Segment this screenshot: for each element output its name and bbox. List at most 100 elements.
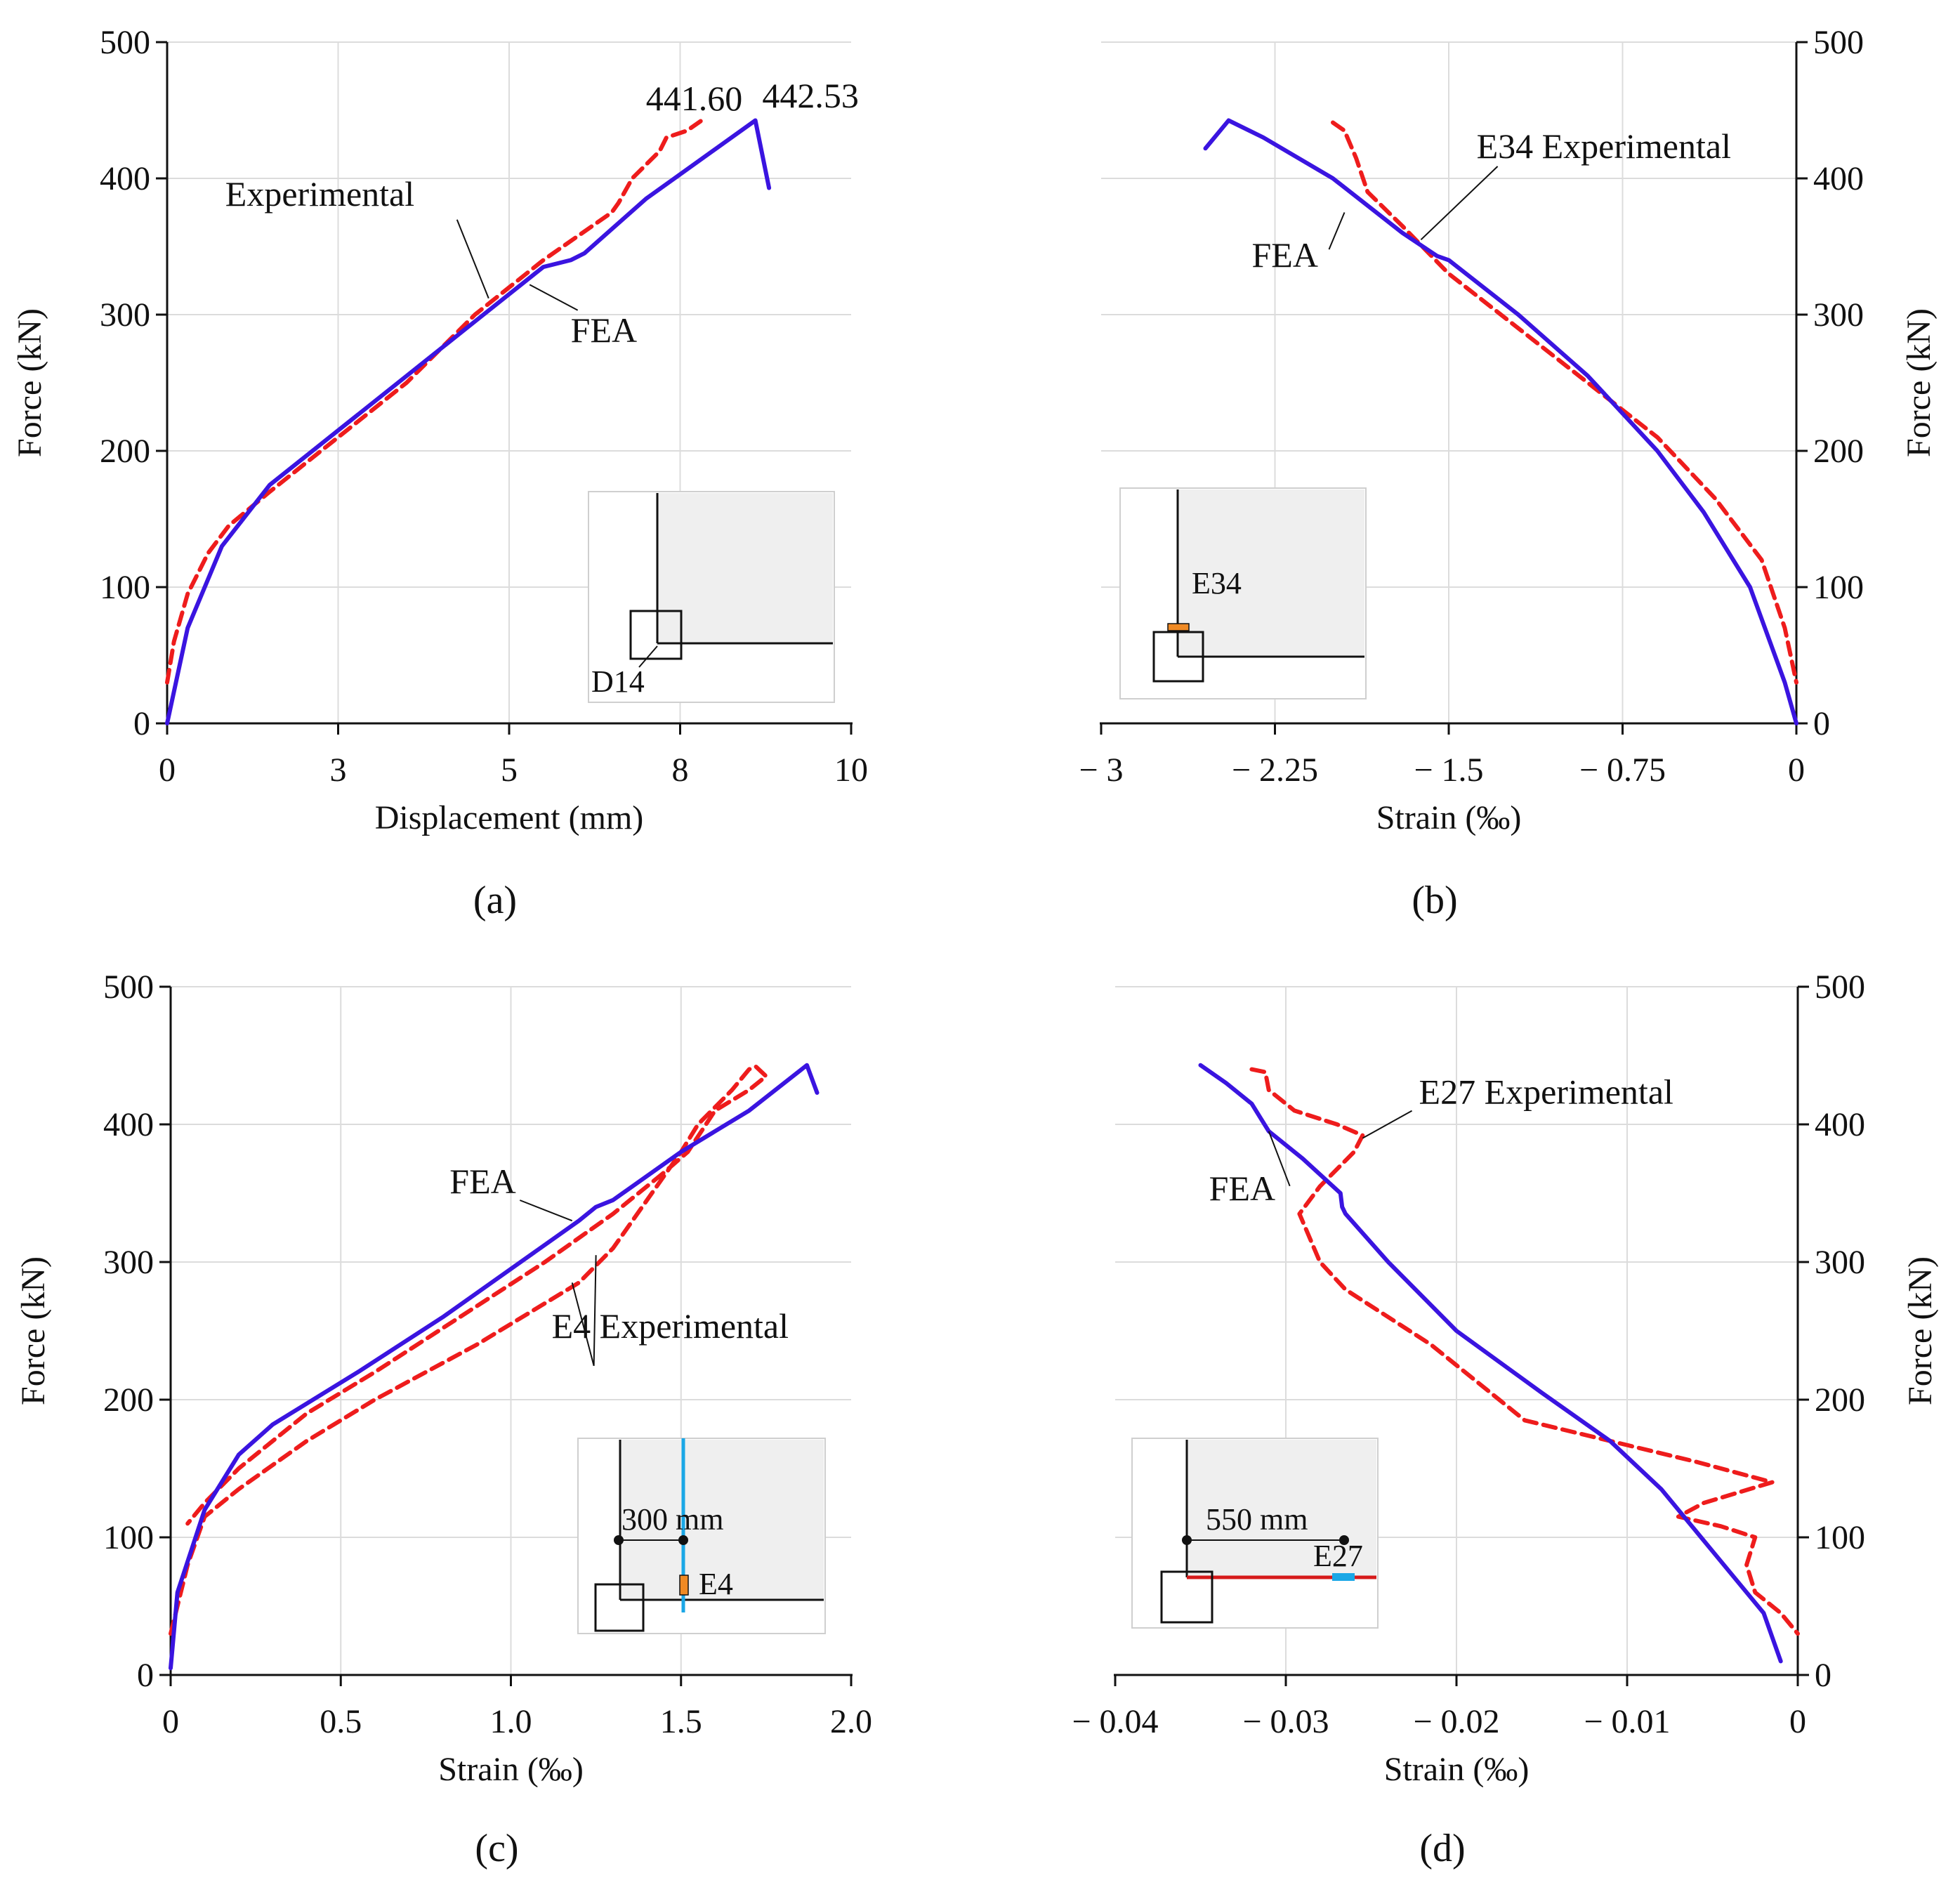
- annotation-leader: [593, 1255, 597, 1366]
- inset-schematic: D14: [588, 491, 835, 703]
- inset-dimension-dot: [678, 1535, 688, 1545]
- series-line-fea: [169, 1063, 820, 1671]
- x-tick-label: − 2.25: [1232, 751, 1318, 789]
- x-tick-label: 0.5: [320, 1703, 362, 1740]
- x-tick-label: 0: [1789, 1703, 1806, 1740]
- y-axis-title: Force (kN): [1902, 1256, 1939, 1405]
- inset-gauge-label: D14: [591, 664, 645, 699]
- y-tick-label: 300: [1813, 296, 1864, 334]
- y-tick-label: 500: [1815, 968, 1865, 1006]
- inset-gauge-label: E34: [1192, 566, 1242, 600]
- inset-schematic: 300 mm E4: [577, 1438, 826, 1634]
- inset-column: [629, 610, 683, 660]
- y-tick-label: 0: [1813, 705, 1830, 742]
- y-tick-label: 100: [100, 569, 150, 606]
- x-axis-title: Displacement (mm): [375, 799, 644, 836]
- inset-gauge-label: E4: [699, 1567, 733, 1601]
- x-tick-label: − 0.03: [1242, 1703, 1329, 1740]
- annotation-leader: [1328, 212, 1346, 250]
- annotation-label: FEA: [571, 310, 637, 350]
- inset-column: [594, 1583, 645, 1632]
- y-tick-label: 0: [137, 1657, 154, 1694]
- inset-leader: [638, 645, 658, 668]
- inset-slab: [1187, 1440, 1376, 1579]
- series-line-experimental: [1331, 120, 1798, 685]
- x-tick-label: 0: [159, 751, 176, 789]
- y-tick-label: 400: [103, 1106, 154, 1143]
- x-tick-label: − 0.75: [1579, 751, 1666, 789]
- y-axis-title: Force (kN): [1900, 308, 1938, 457]
- panel-label: (b): [1412, 879, 1457, 922]
- y-tick-label: 500: [1813, 24, 1864, 61]
- x-tick-label: − 3: [1079, 751, 1123, 789]
- x-tick-label: 0: [1788, 751, 1805, 789]
- inset-dimension-dot: [614, 1535, 624, 1545]
- annotation-label: 441.60: [646, 79, 743, 118]
- y-tick-label: 0: [1815, 1657, 1831, 1694]
- y-tick-label: 200: [1813, 433, 1864, 470]
- series-line-fea: [165, 118, 772, 725]
- y-tick-label: 100: [103, 1519, 154, 1556]
- inset-dimension-dot: [1339, 1535, 1349, 1545]
- series-line-experimental: [169, 1064, 768, 1636]
- y-tick-label: 200: [1815, 1381, 1865, 1419]
- inset-strain-gauge: [1332, 1573, 1355, 1581]
- y-tick-label: 300: [1815, 1244, 1865, 1281]
- annotation-leader: [529, 284, 579, 311]
- annotation-label: Experimental: [225, 174, 414, 213]
- inset-dimension-label: 550 mm: [1206, 1502, 1308, 1537]
- annotation-label: 442.53: [762, 76, 859, 115]
- annotation-leader: [1362, 1110, 1413, 1139]
- chart-panel-d: − 0.04 − 0.03 − 0.02 − 0.01 00 100 200 300 400 50…: [1072, 968, 1939, 1870]
- annotation-label: FEA: [1209, 1169, 1275, 1208]
- x-axis-title: Strain (‰): [1376, 799, 1522, 836]
- annotation-leader: [1420, 166, 1499, 241]
- inset-strain-gauge: [679, 1575, 689, 1596]
- annotation-leader: [1268, 1131, 1291, 1187]
- x-tick-label: 5: [501, 751, 518, 789]
- y-tick-label: 200: [103, 1381, 154, 1419]
- annotation-label: FEA: [1252, 235, 1318, 275]
- inset-slab: [1178, 489, 1364, 655]
- x-tick-label: 0: [162, 1703, 179, 1740]
- x-tick-label: 3: [330, 751, 347, 789]
- x-tick-label: 1.0: [490, 1703, 532, 1740]
- series-line-fea: [1198, 1063, 1783, 1664]
- y-tick-label: 400: [1813, 160, 1864, 197]
- panel-label: (d): [1419, 1827, 1465, 1870]
- y-tick-label: 400: [100, 160, 150, 197]
- y-tick-label: 100: [1815, 1519, 1865, 1556]
- y-tick-label: 100: [1813, 569, 1864, 606]
- x-tick-label: − 0.02: [1413, 1703, 1499, 1740]
- inset-schematic: E34: [1119, 487, 1367, 699]
- y-tick-label: 500: [103, 968, 154, 1006]
- y-tick-label: 400: [1815, 1106, 1865, 1143]
- x-tick-label: 10: [834, 751, 868, 789]
- x-axis-title: Strain (‰): [438, 1751, 584, 1788]
- x-tick-label: − 0.04: [1072, 1703, 1158, 1740]
- x-tick-label: − 0.01: [1584, 1703, 1670, 1740]
- inset-column: [1152, 631, 1204, 683]
- y-axis-title: Force (kN): [15, 1256, 52, 1405]
- y-tick-label: 200: [100, 433, 150, 470]
- y-tick-label: 300: [100, 296, 150, 334]
- inset-strain-gauge: [1167, 623, 1190, 631]
- annotation-leader: [571, 1282, 595, 1367]
- series-line-experimental: [165, 119, 703, 685]
- inset-slab: [620, 1440, 824, 1600]
- inset-dimension-label: 300 mm: [621, 1502, 723, 1537]
- x-tick-label: 1.5: [660, 1703, 702, 1740]
- x-axis-title: Strain (‰): [1384, 1751, 1530, 1788]
- y-axis-title: Force (kN): [11, 308, 48, 457]
- x-tick-label: 8: [672, 751, 689, 789]
- y-tick-label: 500: [100, 24, 150, 61]
- x-tick-label: − 1.5: [1414, 751, 1483, 789]
- x-tick-label: 2.0: [830, 1703, 872, 1740]
- annotation-leader: [519, 1200, 573, 1222]
- annotation-label: E4 Experimental: [552, 1306, 789, 1346]
- inset-gauge-label: E27: [1313, 1539, 1363, 1573]
- y-tick-label: 0: [133, 705, 150, 742]
